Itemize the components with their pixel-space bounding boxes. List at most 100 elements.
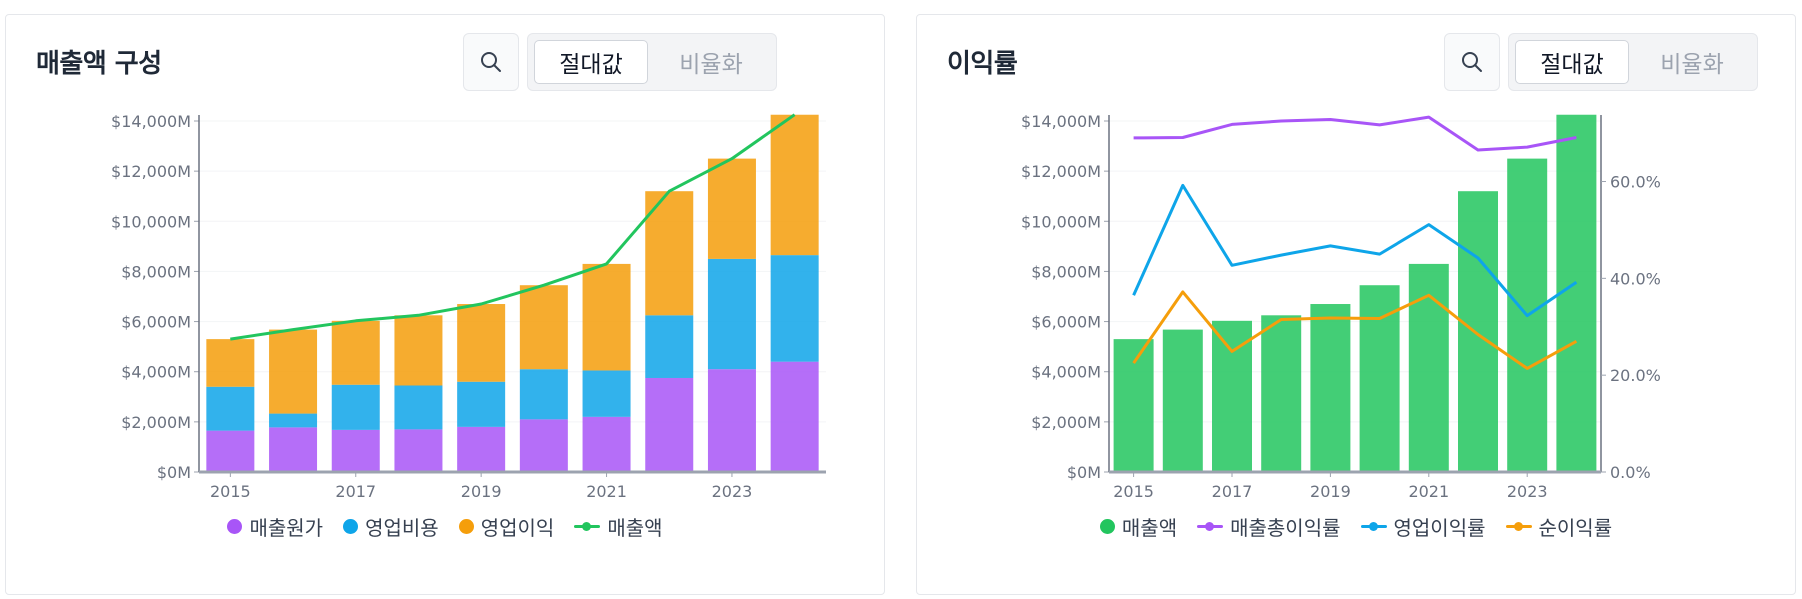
bar-매출원가 xyxy=(457,426,506,472)
stacked-bar-chart: $0M $2,000M $4,000M $6,000M $8,000M $10,000M $… xyxy=(111,112,826,501)
y-tick-label: $4,000M xyxy=(121,363,191,382)
bar-매출원가 xyxy=(770,361,819,472)
bar-매출원가 xyxy=(269,427,318,472)
search-icon xyxy=(1462,52,1482,72)
y-tick-label: $12,000M xyxy=(1021,162,1101,181)
x-tick-label: 2015 xyxy=(210,482,251,501)
chart-legend: 매출액 매출총이익률 영업이익률 순이익률 xyxy=(917,512,1795,541)
y2-tick-label: 40.0% xyxy=(1610,269,1661,288)
bar-영업이익 xyxy=(394,315,443,386)
bar-매출원가 xyxy=(206,430,255,472)
bar-영업비용 xyxy=(269,413,318,428)
bar-영업비용 xyxy=(394,385,443,430)
legend-item[interactable]: 매출총이익률 xyxy=(1197,512,1341,541)
toggle-absolute[interactable]: 절대값 xyxy=(1515,40,1629,84)
bar-매출원가 xyxy=(582,416,631,472)
legend-label: 영업이익 xyxy=(480,516,555,540)
bar-영업비용 xyxy=(331,384,380,430)
chart-legend: 매출원가 영업비용 영업이익 매출액 xyxy=(6,512,884,541)
legend-dot-marker xyxy=(458,519,474,534)
bar-영업이익 xyxy=(331,320,380,385)
toggle-absolute[interactable]: 절대값 xyxy=(534,40,648,84)
legend-label: 매출총이익률 xyxy=(1230,516,1341,540)
margin-card: 이익률 절대값 비율화 $0M $2,000M $4,000M $6,000M $8,0… xyxy=(916,14,1796,595)
bar-영업비용 xyxy=(519,369,568,420)
legend-label: 매출액 xyxy=(607,516,663,540)
x-tick-label: 2017 xyxy=(1212,482,1253,501)
bar-매출액 xyxy=(1408,263,1449,472)
bar-영업이익 xyxy=(519,285,568,370)
card-title: 매출액 구성 xyxy=(36,49,162,79)
legend-item[interactable]: 매출액 xyxy=(574,512,663,541)
bar-매출액 xyxy=(1310,304,1351,472)
bar-영업비용 xyxy=(582,370,631,417)
bar-영업이익 xyxy=(582,263,631,371)
legend-label: 영업비용 xyxy=(365,516,439,540)
legend-item[interactable]: 영업비용 xyxy=(343,512,439,541)
y-tick-label: $12,000M xyxy=(111,162,191,181)
y-tick-label: $10,000M xyxy=(111,212,191,231)
y-tick-label: $0M xyxy=(1067,463,1101,482)
bar-매출액 xyxy=(1162,329,1203,472)
bar-매출액 xyxy=(1212,320,1252,472)
bar-매출액 xyxy=(1359,285,1400,472)
legend-label: 매출액 xyxy=(1121,516,1178,540)
legend-line-marker xyxy=(1360,519,1387,534)
y2-tick-label: 60.0% xyxy=(1610,173,1661,192)
revenue-composition-card: 매출액 구성 절대값 비율화 $0M $2,000M $4,000M $6,000M $… xyxy=(5,14,885,595)
x-tick-label: 2019 xyxy=(1310,482,1351,501)
legend-line-marker xyxy=(574,519,601,534)
legend-dot-marker xyxy=(1099,519,1115,534)
bar-매출액 xyxy=(1556,114,1597,472)
value-mode-toggle: 절대값 비율화 xyxy=(527,33,777,91)
y-tick-label: $4,000M xyxy=(1031,363,1101,382)
search-button[interactable] xyxy=(1444,33,1500,91)
bar-매출액 xyxy=(1458,191,1498,472)
legend-item[interactable]: 순이익률 xyxy=(1505,512,1613,541)
bar-영업이익 xyxy=(206,339,255,387)
bar-영업이익 xyxy=(707,158,756,259)
x-tick-label: 2021 xyxy=(1408,482,1449,501)
line-매출총이익률 xyxy=(1133,115,1577,152)
y2-tick-label: 20.0% xyxy=(1610,366,1661,385)
x-tick-label: 2015 xyxy=(1113,482,1154,501)
bar-매출원가 xyxy=(331,429,380,472)
legend-item[interactable]: 매출액 xyxy=(1099,512,1178,541)
legend-item[interactable]: 영업이익 xyxy=(458,512,555,541)
bar-영업비용 xyxy=(457,381,506,427)
bar-매출액 xyxy=(1113,339,1154,472)
legend-line-marker xyxy=(1197,519,1224,534)
bar-영업비용 xyxy=(770,255,819,362)
line-순이익률 xyxy=(1132,290,1578,370)
bar-영업비용 xyxy=(645,315,694,378)
bar-영업이익 xyxy=(457,304,506,382)
y-tick-label: $14,000M xyxy=(111,112,191,131)
line-매출액 xyxy=(230,113,796,341)
y-tick-label: $2,000M xyxy=(121,413,191,432)
y-tick-label: $6,000M xyxy=(1031,313,1101,332)
y-tick-label: $0M xyxy=(157,463,191,482)
search-button[interactable] xyxy=(463,33,519,91)
legend-line-marker xyxy=(1505,519,1532,534)
legend-item[interactable]: 매출원가 xyxy=(227,512,323,541)
search-icon xyxy=(481,52,501,72)
toggle-ratio[interactable]: 비율화 xyxy=(1660,52,1724,78)
bar-매출원가 xyxy=(707,369,756,472)
value-mode-toggle: 절대값 비율화 xyxy=(1508,33,1758,91)
toggle-ratio[interactable]: 비율화 xyxy=(679,52,743,78)
bar-영업이익 xyxy=(770,114,819,256)
legend-label: 순이익률 xyxy=(1538,516,1613,540)
x-tick-label: 2019 xyxy=(461,482,502,501)
x-tick-label: 2023 xyxy=(712,482,753,501)
legend-item[interactable]: 영업이익률 xyxy=(1360,512,1486,541)
card-title: 이익률 xyxy=(947,49,1018,79)
legend-dot-marker xyxy=(227,519,243,534)
y-tick-label: $2,000M xyxy=(1031,413,1101,432)
bar-매출원가 xyxy=(519,419,568,472)
x-tick-label: 2021 xyxy=(586,482,627,501)
legend-label: 매출원가 xyxy=(249,516,324,540)
line-영업이익률 xyxy=(1132,183,1578,318)
margin-combo-chart: $0M $2,000M $4,000M $6,000M $8,000M $10,000M $… xyxy=(1021,112,1661,501)
y-tick-label: $14,000M xyxy=(1021,112,1101,131)
y-tick-label: $8,000M xyxy=(121,262,191,281)
